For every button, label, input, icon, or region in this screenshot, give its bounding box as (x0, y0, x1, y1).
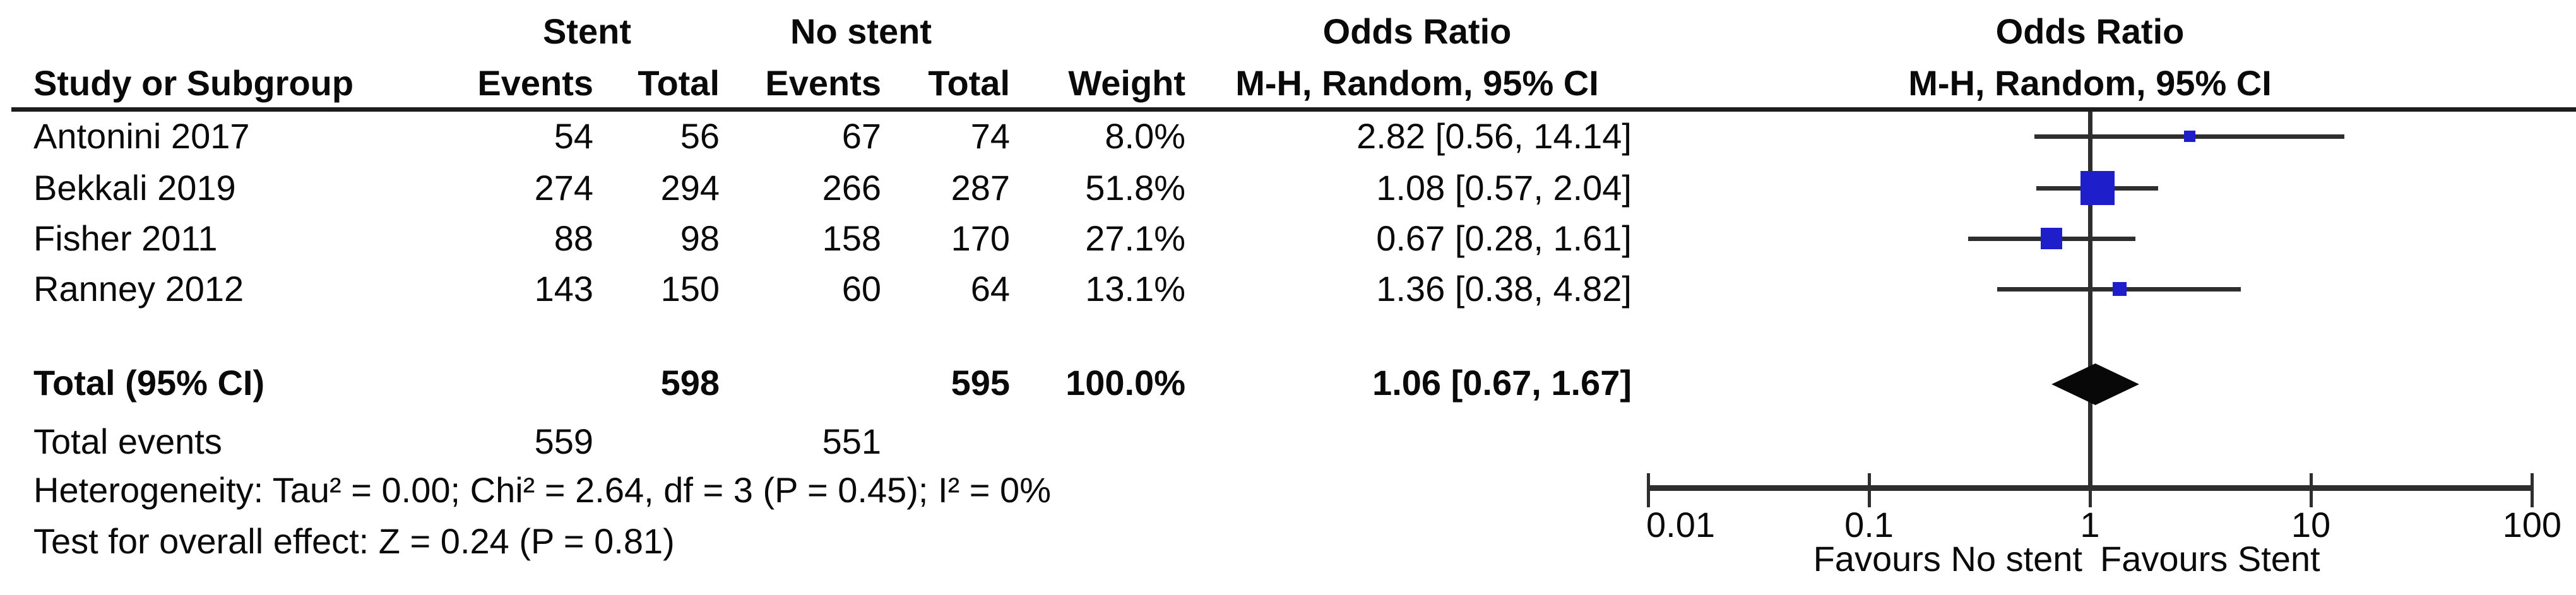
study-name: Ranney 2012 (33, 269, 244, 309)
weight-value: 13.1% (1085, 269, 1185, 309)
group-header-stent: Stent (543, 11, 631, 51)
x-axis-tick (2530, 473, 2534, 507)
axis-tick-label: 0.01 (1646, 505, 1715, 545)
total-events-stent: 559 (534, 421, 593, 461)
x-axis-tick (1867, 473, 1871, 507)
or-ci-text: 1.36 [0.38, 4.82] (1376, 269, 1632, 309)
total-or-ci-text: 1.06 [0.67, 1.67] (1372, 363, 1632, 403)
no-effect-line (2087, 112, 2092, 491)
col-header-stent-events: Events (477, 63, 593, 103)
stent-total: 294 (660, 168, 720, 208)
total-weight: 100.0% (1065, 363, 1185, 403)
no-stent-total: 170 (951, 218, 1010, 258)
or-marker-square (2112, 282, 2127, 296)
or-marker-square (2183, 131, 2195, 142)
stent-events: 143 (534, 269, 593, 309)
study-name: Antonini 2017 (33, 116, 250, 156)
col-header-study: Study or Subgroup (33, 63, 354, 103)
stent-events: 88 (554, 218, 593, 258)
weight-value: 27.1% (1085, 218, 1185, 258)
no-stent-events: 67 (841, 116, 881, 156)
axis-tick-label: 100 (2502, 505, 2561, 545)
favours-right-label: Favours Stent (2100, 539, 2320, 579)
study-name: Bekkali 2019 (33, 168, 236, 208)
header-separator-line (11, 107, 2576, 112)
x-axis-tick (1646, 473, 1650, 507)
study-name: Fisher 2011 (33, 218, 218, 258)
plot-header-method: M-H, Random, 95% CI (1908, 63, 2272, 103)
x-axis-tick (2088, 473, 2092, 507)
total-events-label: Total events (33, 421, 222, 461)
total-label: Total (95% CI) (33, 363, 265, 403)
heterogeneity-text: Heterogeneity: Tau² = 0.00; Chi² = 2.64,… (33, 470, 1051, 510)
total-no-stent-total: 595 (951, 363, 1010, 403)
col-header-weight: Weight (1068, 63, 1185, 103)
weight-value: 8.0% (1105, 116, 1185, 156)
total-stent-total: 598 (660, 363, 720, 403)
stent-total: 98 (680, 218, 720, 258)
x-axis-tick (2309, 473, 2313, 507)
axis-tick-label: 0.1 (1844, 505, 1894, 545)
overall-effect-text: Test for overall effect: Z = 0.24 (P = 0… (33, 521, 675, 561)
or-marker-square (2041, 228, 2063, 249)
plot-header-title: Odds Ratio (1995, 11, 2185, 51)
axis-tick-label: 10 (2291, 505, 2331, 545)
favours-left-label: Favours No stent (1813, 539, 2082, 579)
stent-total: 56 (680, 116, 720, 156)
weight-value: 51.8% (1085, 168, 1185, 208)
stent-total: 150 (660, 269, 720, 309)
total-events-no-stent: 551 (822, 421, 881, 461)
no-stent-events: 158 (822, 218, 881, 258)
no-stent-total: 287 (951, 168, 1010, 208)
or-ci-text: 0.67 [0.28, 1.61] (1376, 218, 1632, 258)
col-header-no-stent-events: Events (765, 63, 881, 103)
stent-events: 54 (554, 116, 593, 156)
no-stent-total: 64 (970, 269, 1010, 309)
stent-events: 274 (534, 168, 593, 208)
no-stent-total: 74 (970, 116, 1010, 156)
col-header-stent-total: Total (638, 63, 720, 103)
no-stent-events: 266 (822, 168, 881, 208)
no-stent-events: 60 (841, 269, 881, 309)
col-header-no-stent-total: Total (928, 63, 1010, 103)
or-column-header-method: M-H, Random, 95% CI (1235, 63, 1599, 103)
or-ci-text: 1.08 [0.57, 2.04] (1376, 168, 1632, 208)
or-column-header-title: Odds Ratio (1322, 11, 1512, 51)
or-marker-square (2080, 171, 2115, 205)
or-ci-text: 2.82 [0.56, 14.14] (1356, 116, 1632, 156)
axis-tick-label: 1 (2080, 505, 2100, 545)
group-header-no-stent: No stent (790, 11, 932, 51)
pooled-diamond (2051, 363, 2139, 405)
